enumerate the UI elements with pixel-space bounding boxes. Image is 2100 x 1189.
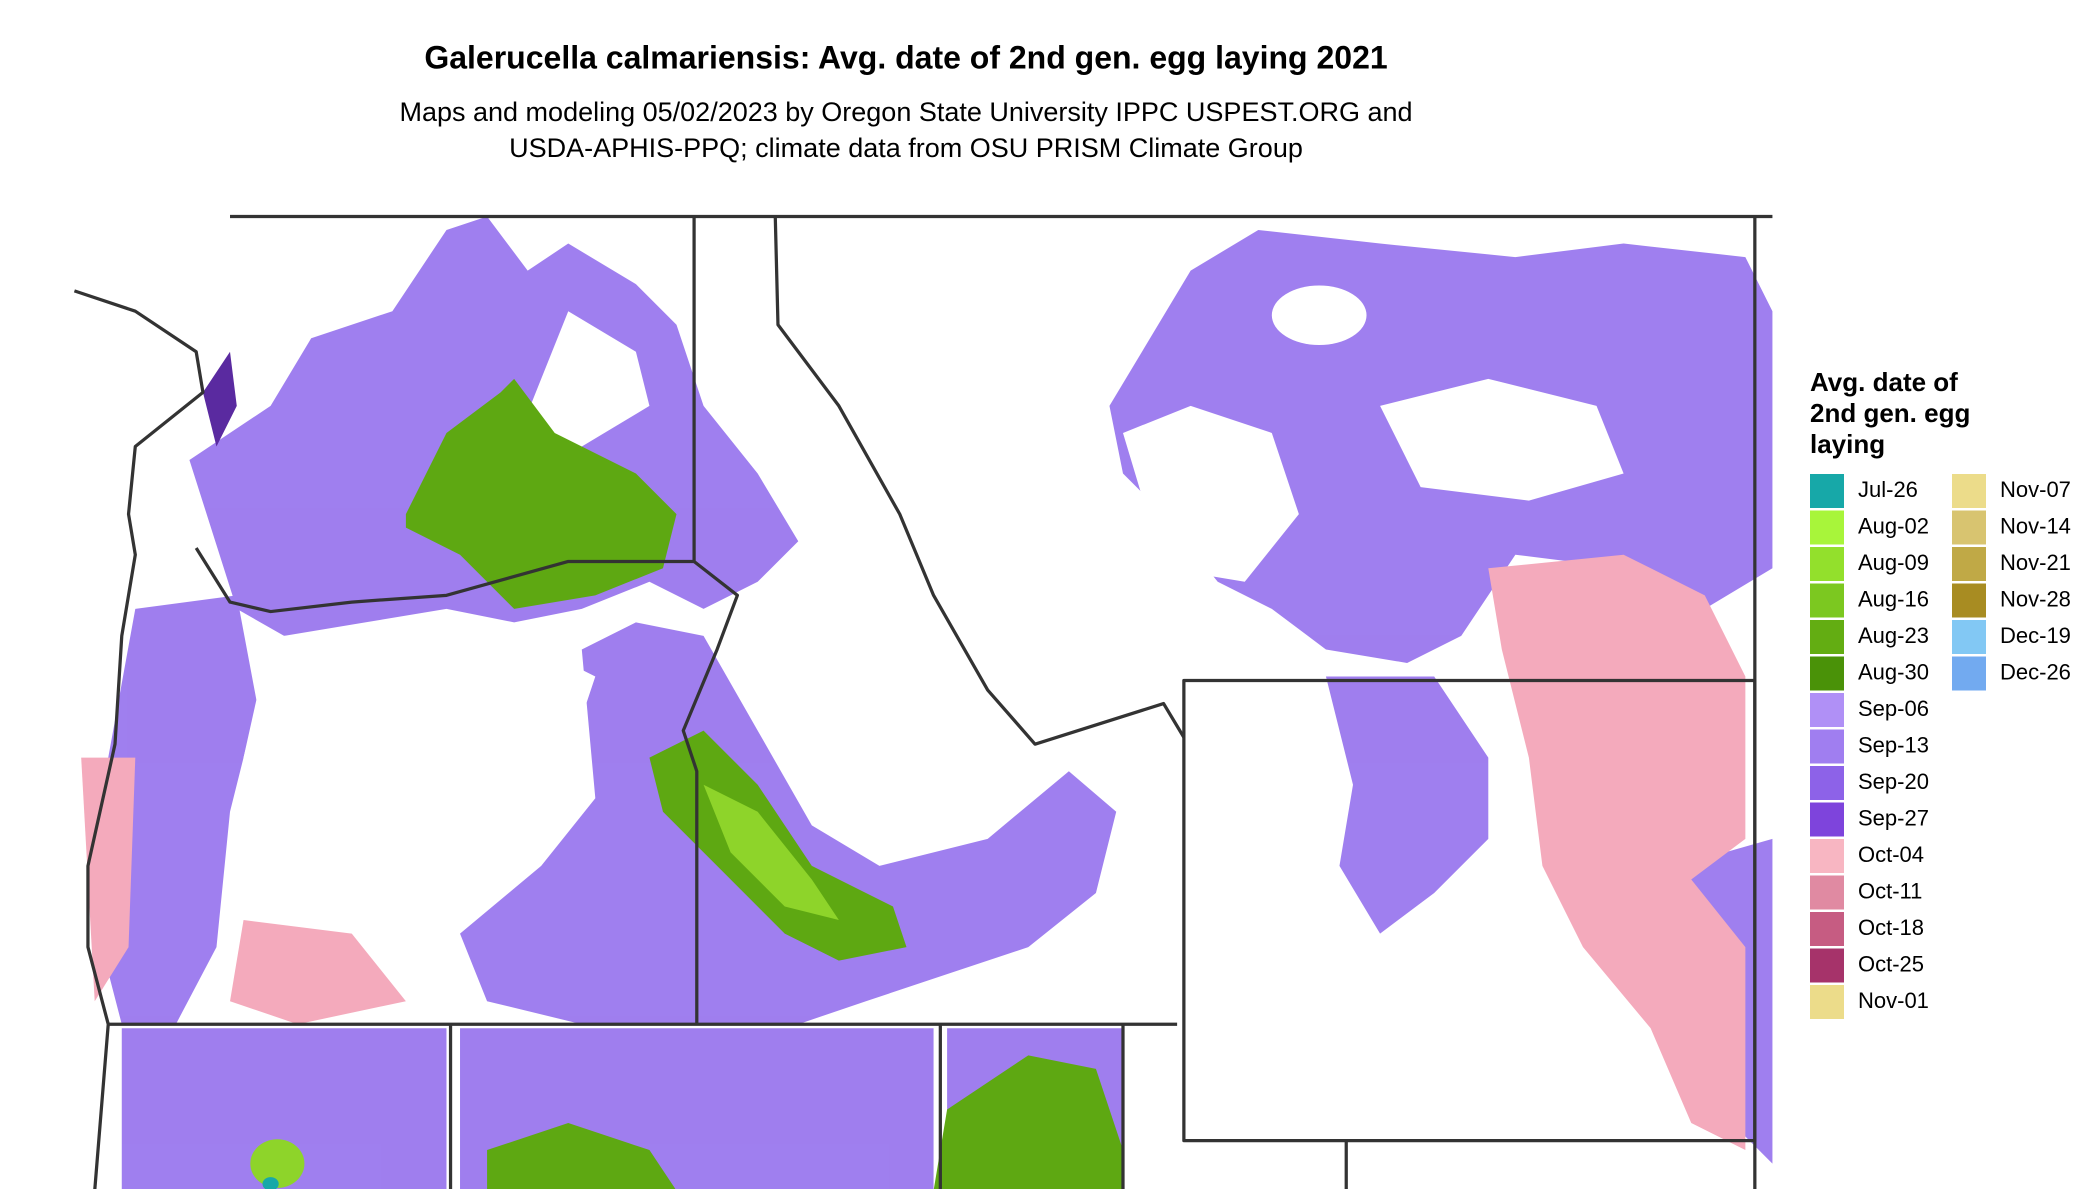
- legend-label: Nov-21: [2000, 550, 2071, 575]
- legend-swatch: [1952, 510, 1986, 545]
- legend-swatch: [1952, 474, 1986, 508]
- legend-label: Dec-19: [2000, 623, 2071, 648]
- map-subtitle: Maps and modeling 05/02/2023 by Oregon S…: [399, 97, 1412, 127]
- legend-swatch: [1810, 729, 1844, 764]
- legend-label: Oct-18: [1858, 915, 1924, 940]
- legend-swatch: [1952, 620, 1986, 654]
- map-title: Galerucella calmariensis: Avg. date of 2…: [424, 39, 1387, 75]
- legend-label: Nov-28: [2000, 586, 2071, 611]
- legend-label: Aug-16: [1858, 586, 1929, 611]
- legend-swatch: [1810, 656, 1844, 691]
- legend-label: Oct-25: [1858, 951, 1924, 976]
- legend-swatch: [1810, 620, 1844, 654]
- legend-swatch: [1810, 985, 1844, 1019]
- legend-swatch: [1810, 474, 1844, 508]
- legend-label: Oct-04: [1858, 842, 1924, 867]
- legend-label: Nov-01: [1858, 988, 1929, 1013]
- legend-swatch: [1810, 948, 1844, 983]
- legend-title: laying: [1810, 429, 1885, 459]
- legend-label: Dec-26: [2000, 659, 2071, 684]
- legend-swatch: [1952, 583, 1986, 618]
- legend-label: Aug-09: [1858, 550, 1929, 575]
- legend-swatch: [1810, 510, 1844, 545]
- legend-label: Aug-02: [1858, 513, 1929, 538]
- legend-label: Sep-27: [1858, 805, 1929, 830]
- legend-swatch: [1810, 912, 1844, 946]
- legend-swatch: [1810, 693, 1844, 727]
- legend-label: Sep-20: [1858, 769, 1929, 794]
- legend-label: Aug-30: [1858, 659, 1929, 684]
- legend-label: Nov-07: [2000, 477, 2071, 502]
- legend-title: Avg. date of: [1810, 367, 1958, 397]
- legend-label: Sep-13: [1858, 732, 1929, 757]
- legend: Avg. date of 2nd gen. egg laying Jul-26 A…: [1810, 367, 2071, 1019]
- legend-label: Jul-26: [1858, 477, 1918, 502]
- legend-swatch: [1810, 839, 1844, 873]
- legend-swatch: [1952, 547, 1986, 581]
- legend-swatch: [1810, 766, 1844, 800]
- legend-swatch: [1810, 802, 1844, 837]
- legend-swatch: [1810, 875, 1844, 910]
- legend-title: 2nd gen. egg: [1810, 398, 1970, 428]
- legend-label: Aug-23: [1858, 623, 1929, 648]
- map-subtitle: USDA-APHIS-PPQ; climate data from OSU PR…: [509, 133, 1303, 163]
- legend-label: Sep-06: [1858, 696, 1929, 721]
- legend-swatch: [1810, 583, 1844, 618]
- map: [73, 214, 1773, 1189]
- legend-swatch: [1952, 656, 1986, 691]
- legend-label: Oct-11: [1858, 878, 1922, 903]
- legend-swatch: [1810, 547, 1844, 581]
- legend-label: Nov-14: [2000, 513, 2071, 538]
